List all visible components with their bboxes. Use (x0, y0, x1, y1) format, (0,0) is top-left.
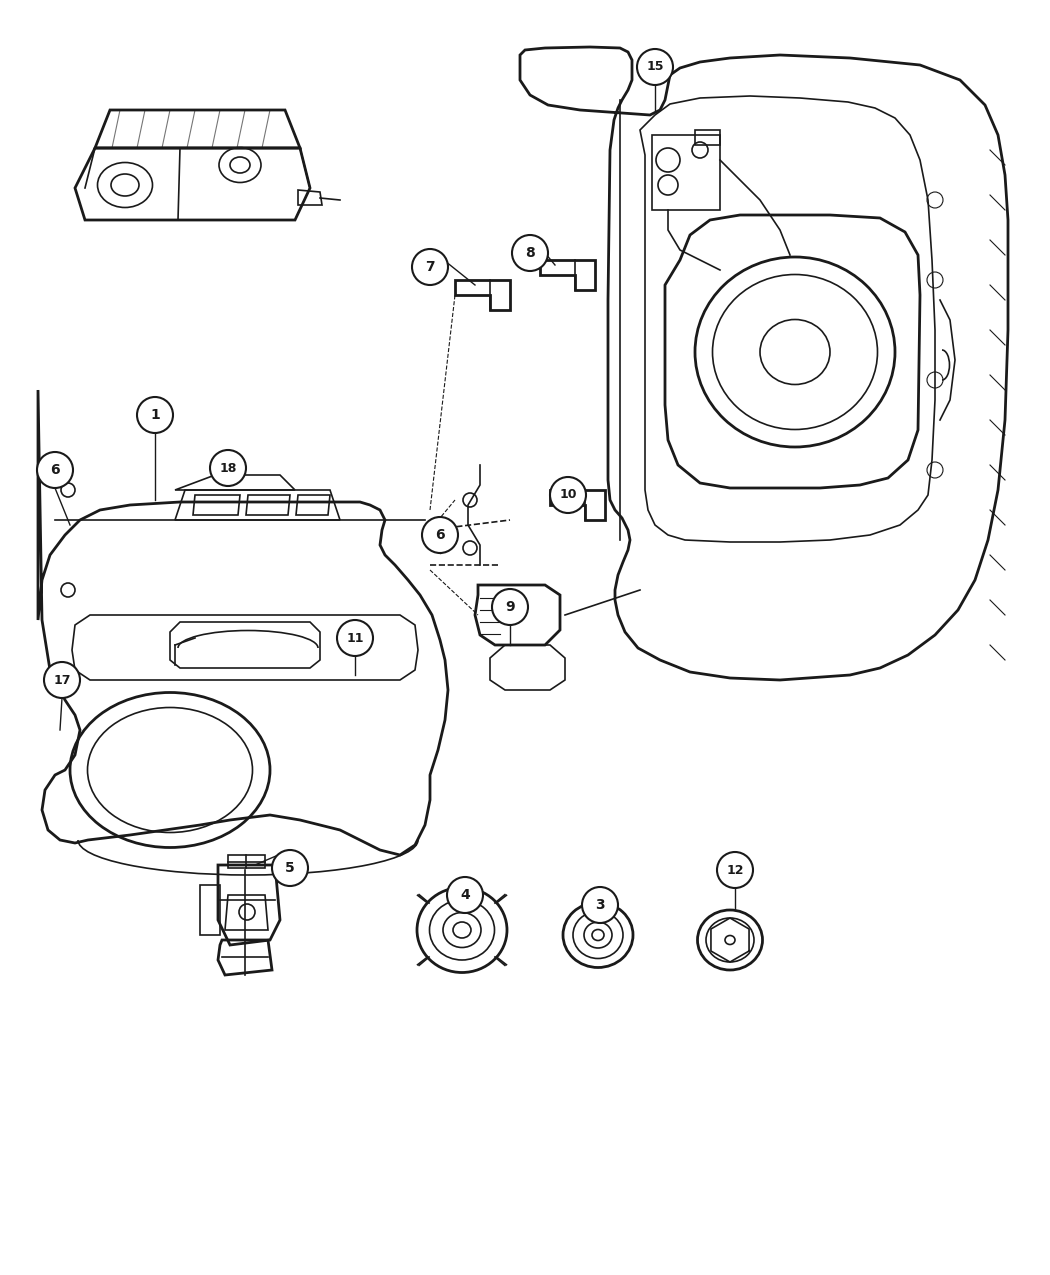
Text: 3: 3 (595, 898, 605, 912)
Text: 15: 15 (646, 60, 664, 74)
Circle shape (37, 453, 74, 488)
Circle shape (447, 877, 483, 913)
Text: 6: 6 (50, 463, 60, 477)
Circle shape (412, 249, 448, 286)
Text: 12: 12 (727, 863, 743, 876)
Circle shape (337, 620, 373, 657)
Circle shape (550, 477, 586, 513)
Circle shape (492, 589, 528, 625)
Text: 8: 8 (525, 246, 534, 260)
Circle shape (44, 662, 80, 697)
Text: 9: 9 (505, 601, 514, 615)
Circle shape (422, 516, 458, 553)
Text: 11: 11 (346, 631, 363, 644)
Text: 18: 18 (219, 462, 236, 474)
Circle shape (582, 887, 618, 923)
Text: 17: 17 (54, 673, 70, 686)
Circle shape (272, 850, 308, 886)
Text: 10: 10 (560, 488, 576, 501)
Text: 6: 6 (435, 528, 445, 542)
Text: 4: 4 (460, 887, 470, 901)
Circle shape (637, 48, 673, 85)
Circle shape (210, 450, 246, 486)
Text: 5: 5 (286, 861, 295, 875)
Text: 7: 7 (425, 260, 435, 274)
Circle shape (717, 852, 753, 887)
Text: 1: 1 (150, 408, 160, 422)
Circle shape (136, 397, 173, 434)
Circle shape (512, 235, 548, 272)
